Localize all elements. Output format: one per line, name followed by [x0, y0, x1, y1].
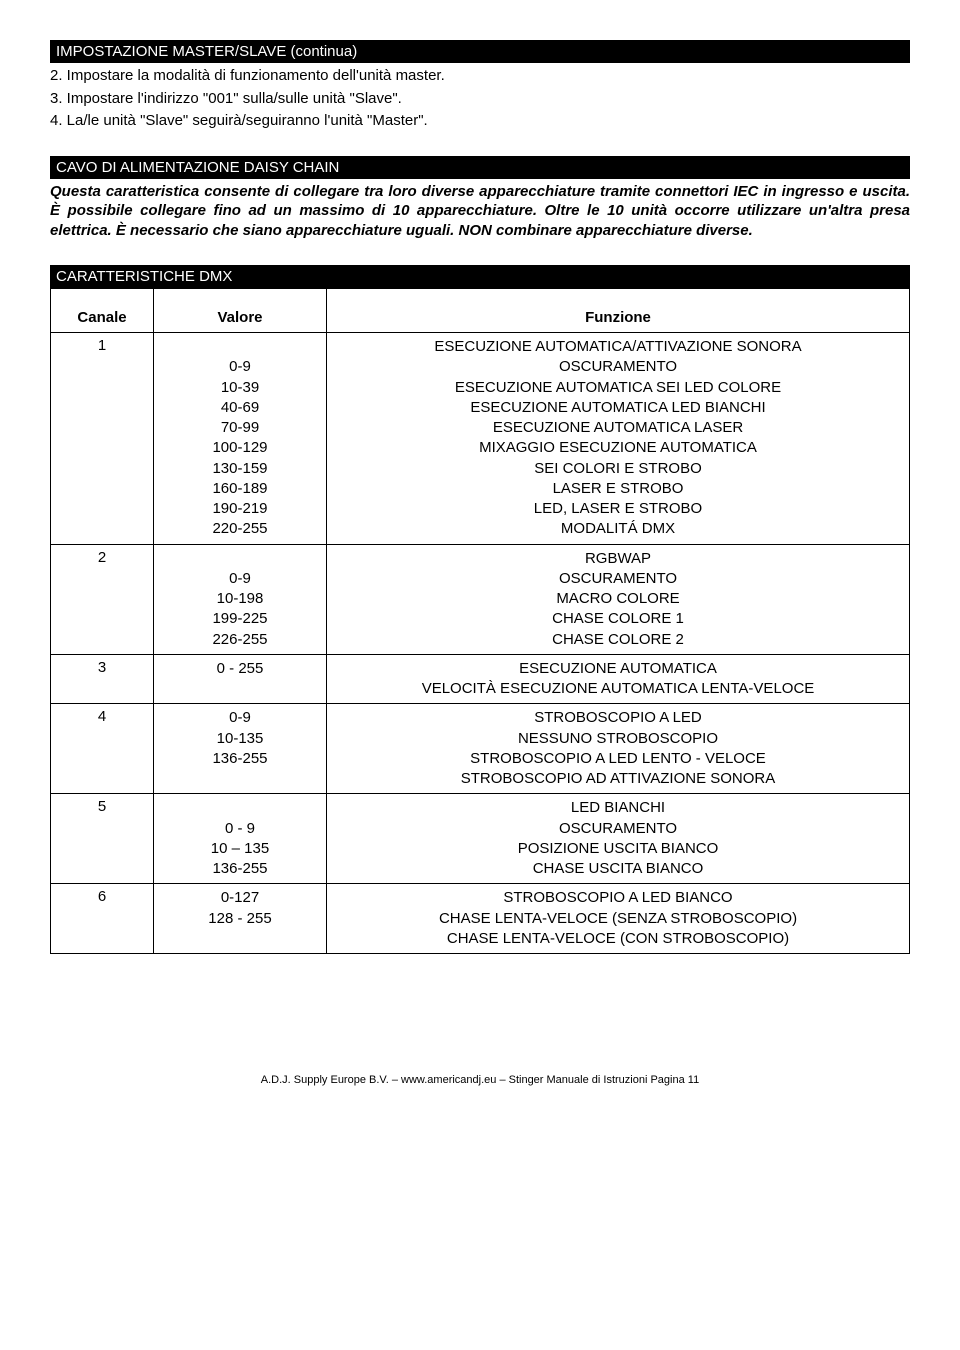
cell-channel: 6	[51, 884, 154, 954]
cell-channel: 3	[51, 654, 154, 704]
cell-value: 0-127128 - 255	[154, 884, 327, 954]
cell-function: LED BIANCHIOSCURAMENTOPOSIZIONE USCITA B…	[327, 794, 910, 884]
table-header-row: Canale Valore Funzione	[51, 289, 910, 333]
cell-function: RGBWAPOSCURAMENTOMACRO COLORECHASE COLOR…	[327, 544, 910, 654]
table-row: 1 0-910-3940-6970-99100-129130-159160-18…	[51, 333, 910, 545]
table-row: 2 0-910-198199-225226-255RGBWAPOSCURAMEN…	[51, 544, 910, 654]
section1-line-2: 4. La/le unità "Slave" seguirà/seguirann…	[50, 111, 910, 131]
cell-channel: 5	[51, 794, 154, 884]
cell-channel: 2	[51, 544, 154, 654]
table-row: 30 - 255ESECUZIONE AUTOMATICAVELOCITÀ ES…	[51, 654, 910, 704]
page-footer: A.D.J. Supply Europe B.V. – www.american…	[50, 1074, 910, 1086]
header-funzione: Funzione	[327, 289, 910, 333]
cell-value: 0-910-3940-6970-99100-129130-159160-1891…	[154, 333, 327, 545]
section3-title: CARATTERISTICHE DMX	[50, 265, 910, 288]
dmx-table: Canale Valore Funzione 1 0-910-3940-6970…	[50, 288, 910, 954]
section2-paragraph: Questa caratteristica consente di colleg…	[50, 182, 910, 241]
section2-title: CAVO DI ALIMENTAZIONE DAISY CHAIN	[50, 156, 910, 179]
cell-function: ESECUZIONE AUTOMATICA/ATTIVAZIONE SONORA…	[327, 333, 910, 545]
cell-function: ESECUZIONE AUTOMATICAVELOCITÀ ESECUZIONE…	[327, 654, 910, 704]
header-valore: Valore	[154, 289, 327, 333]
section1-line-0: 2. Impostare la modalità di funzionament…	[50, 66, 910, 86]
cell-channel: 1	[51, 333, 154, 545]
section1-line-1: 3. Impostare l'indirizzo "001" sulla/sul…	[50, 89, 910, 109]
cell-function: STROBOSCOPIO A LED BIANCOCHASE LENTA-VEL…	[327, 884, 910, 954]
table-row: 5 0 - 910 – 135136-255LED BIANCHIOSCURAM…	[51, 794, 910, 884]
cell-value: 0 - 255	[154, 654, 327, 704]
cell-function: STROBOSCOPIO A LEDNESSUNO STROBOSCOPIOST…	[327, 704, 910, 794]
cell-value: 0-910-135136-255	[154, 704, 327, 794]
table-row: 60-127128 - 255STROBOSCOPIO A LED BIANCO…	[51, 884, 910, 954]
table-row: 40-910-135136-255STROBOSCOPIO A LEDNESSU…	[51, 704, 910, 794]
cell-value: 0 - 910 – 135136-255	[154, 794, 327, 884]
cell-value: 0-910-198199-225226-255	[154, 544, 327, 654]
cell-channel: 4	[51, 704, 154, 794]
header-canale: Canale	[51, 289, 154, 333]
section1-title: IMPOSTAZIONE MASTER/SLAVE (continua)	[50, 40, 910, 63]
